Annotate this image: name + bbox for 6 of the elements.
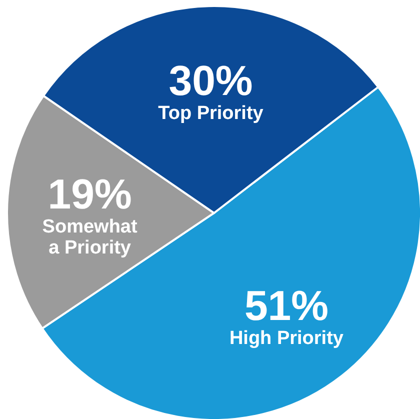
data-label: 51% xyxy=(244,282,329,329)
slice-label: Top Priority xyxy=(158,102,264,124)
slice-label: High Priority xyxy=(229,328,344,349)
slice-label: Somewhat a Priority xyxy=(42,216,138,258)
data-label: 19% xyxy=(48,170,132,218)
data-label: 30% xyxy=(168,56,253,104)
